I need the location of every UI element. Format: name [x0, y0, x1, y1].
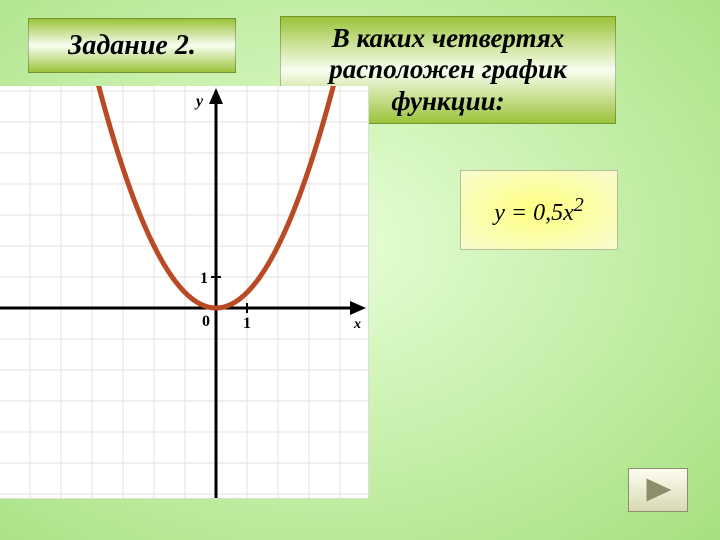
task-label-box: Задание 2. — [28, 18, 236, 73]
next-button[interactable] — [628, 468, 688, 512]
formula-eq: = — [505, 200, 533, 226]
formula-box: y = 0,5x2 — [460, 170, 618, 250]
formula-var: x — [563, 200, 574, 226]
formula-lhs: y — [494, 200, 505, 226]
formula-coef: 0,5 — [533, 200, 563, 226]
chart-svg: 0 1 1 y x — [0, 86, 368, 498]
chart-area: 0 1 1 y x — [0, 86, 369, 499]
svg-text:y: y — [194, 93, 204, 110]
formula-exp: 2 — [574, 194, 584, 216]
task-label-text: Задание 2. — [68, 30, 196, 62]
question-line-2: расположен график — [329, 54, 567, 85]
svg-text:0: 0 — [202, 313, 210, 330]
question-line-1: В каких четвертях — [332, 23, 565, 54]
question-line-3: функции: — [391, 86, 504, 117]
svg-text:1: 1 — [243, 315, 251, 332]
svg-text:1: 1 — [200, 270, 208, 287]
forward-icon — [629, 469, 687, 511]
svg-text:x: x — [353, 317, 361, 332]
formula-text: y = 0,5x2 — [494, 194, 584, 227]
